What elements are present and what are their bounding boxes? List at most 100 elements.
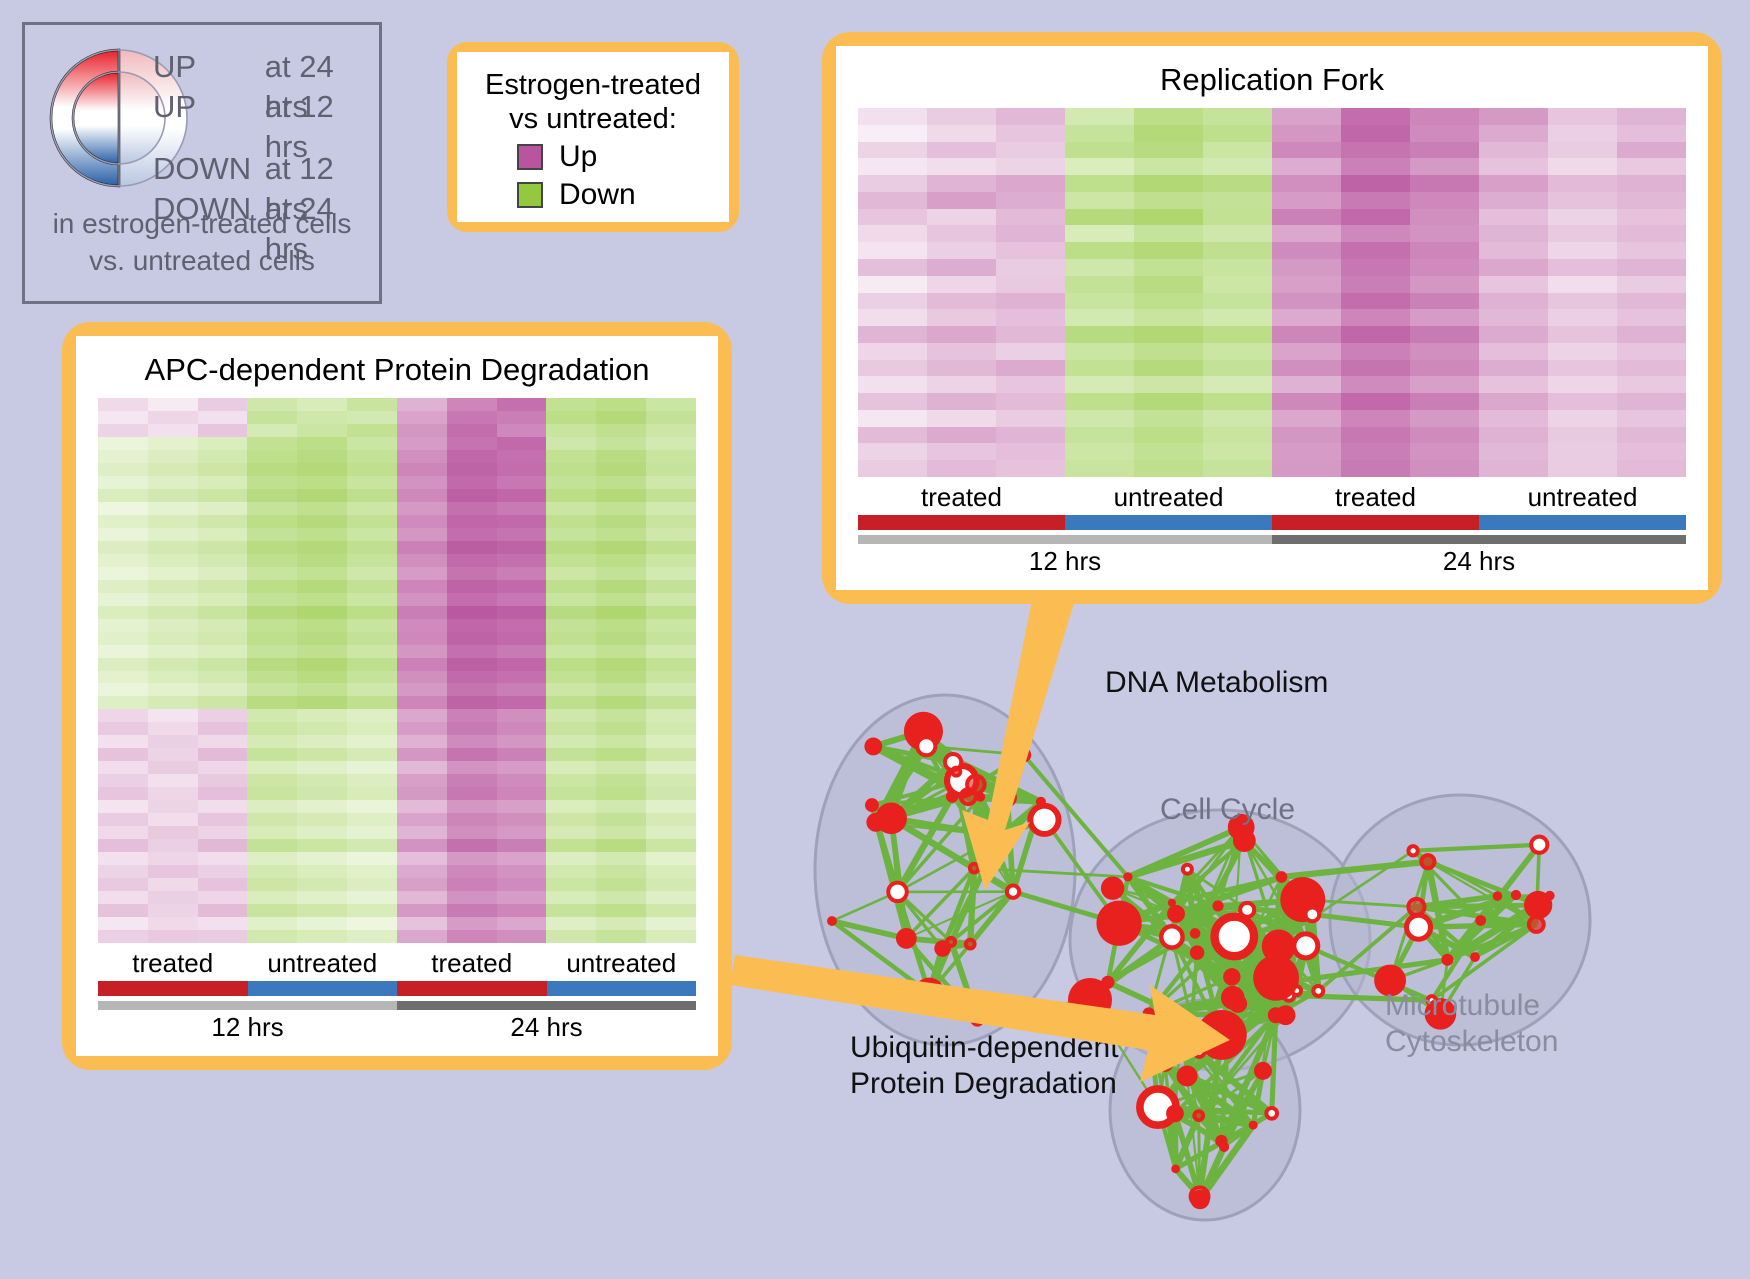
network-node[interactable] xyxy=(1015,747,1032,763)
network-node[interactable] xyxy=(913,977,945,1010)
network-node[interactable] xyxy=(827,916,837,926)
network-node[interactable] xyxy=(1027,802,1062,837)
heatmap-cell xyxy=(98,839,148,853)
network-node[interactable] xyxy=(915,735,938,758)
network-node[interactable] xyxy=(895,928,917,949)
heatmap-cell xyxy=(1617,242,1686,259)
network-node[interactable] xyxy=(1374,964,1407,997)
network-node[interactable] xyxy=(1264,1105,1280,1121)
heatmap-cell xyxy=(1479,292,1548,310)
network-node[interactable] xyxy=(1068,978,1112,1022)
network-node[interactable] xyxy=(866,812,886,832)
network-node[interactable] xyxy=(1470,952,1480,962)
heatmap-cell xyxy=(1617,326,1686,343)
network-node[interactable] xyxy=(1210,912,1259,961)
network-node[interactable] xyxy=(1218,1141,1230,1152)
network-node[interactable] xyxy=(1223,968,1241,986)
network-node[interactable] xyxy=(1100,876,1125,900)
network-node[interactable] xyxy=(967,861,981,875)
network-node[interactable] xyxy=(945,790,959,803)
heatmap-cell xyxy=(646,514,696,528)
heatmap-cell xyxy=(147,709,198,723)
network-node[interactable] xyxy=(1261,929,1296,964)
network-node[interactable] xyxy=(997,788,1017,808)
network-node[interactable] xyxy=(934,940,951,957)
network-node[interactable] xyxy=(1275,871,1288,883)
heatmap-cell xyxy=(1548,275,1617,293)
network-node[interactable] xyxy=(1406,844,1420,858)
heatmap-cell xyxy=(1134,275,1203,293)
network-node[interactable] xyxy=(1475,915,1487,926)
heatmap-cell xyxy=(1272,275,1341,293)
network-node[interactable] xyxy=(1232,829,1256,853)
network-node[interactable] xyxy=(1167,904,1185,923)
heatmap-cell xyxy=(496,449,547,463)
network-node[interactable] xyxy=(1248,1120,1258,1130)
network-node[interactable] xyxy=(1524,890,1553,920)
network-node[interactable] xyxy=(1441,953,1454,966)
heatmap-cell xyxy=(646,475,696,489)
network-node[interactable] xyxy=(970,1012,985,1027)
network-node[interactable] xyxy=(1291,931,1321,961)
heatmap-cell xyxy=(347,410,397,424)
network-node[interactable] xyxy=(991,827,1008,845)
network-node[interactable] xyxy=(1212,900,1224,912)
network-node[interactable] xyxy=(1275,1005,1296,1026)
network-node[interactable] xyxy=(1253,1061,1272,1080)
network-node[interactable] xyxy=(1174,1031,1187,1044)
network-node[interactable] xyxy=(963,937,977,951)
network-node[interactable] xyxy=(1142,1007,1156,1020)
network-node[interactable] xyxy=(1220,985,1245,1010)
heatmap-cell xyxy=(927,292,996,310)
network-node[interactable] xyxy=(1159,924,1185,950)
network-node[interactable] xyxy=(1192,1109,1206,1123)
network-node[interactable] xyxy=(1424,998,1457,1030)
network-node[interactable] xyxy=(1189,945,1205,960)
heatmap-cell xyxy=(1410,191,1479,209)
network-node[interactable] xyxy=(1180,862,1194,876)
network-node[interactable] xyxy=(1156,1054,1174,1072)
network-node[interactable] xyxy=(1311,983,1326,998)
network-node[interactable] xyxy=(1403,912,1434,942)
heatmap-cell xyxy=(1134,460,1203,477)
heatmap-cell xyxy=(446,514,497,528)
network-node[interactable] xyxy=(1189,928,1201,939)
heatmap-cell xyxy=(446,540,497,554)
heatmap-cell xyxy=(1203,175,1272,192)
network-node[interactable] xyxy=(1192,1044,1207,1059)
network-node[interactable] xyxy=(1004,883,1022,900)
network-node[interactable] xyxy=(886,880,909,904)
heatmap-cell xyxy=(1479,275,1548,293)
heatmap-cell xyxy=(1410,393,1479,410)
heatmap-cell xyxy=(858,175,927,192)
network-node[interactable] xyxy=(950,765,963,778)
colorwheel-diagram xyxy=(49,43,189,193)
network-node[interactable] xyxy=(1096,900,1142,946)
heatmap-cell xyxy=(98,683,148,697)
heatmap-cell xyxy=(1065,158,1134,176)
network-node[interactable] xyxy=(1492,891,1503,901)
network-node[interactable] xyxy=(1176,1065,1198,1087)
network-node[interactable] xyxy=(865,798,879,813)
network-node[interactable] xyxy=(1171,1164,1180,1174)
network-node[interactable] xyxy=(1253,954,1299,1001)
network-node[interactable] xyxy=(1167,898,1176,907)
heatmap-cell xyxy=(147,436,198,450)
network-node[interactable] xyxy=(1123,872,1133,882)
colorwheel-row-labels: UP at 24 hrs UP at 12 hrs DOWN at 12 hrs… xyxy=(153,47,379,266)
network-node[interactable] xyxy=(965,773,987,796)
heatmap-cell xyxy=(546,410,597,424)
network-node[interactable] xyxy=(1529,834,1550,855)
network-node[interactable] xyxy=(864,737,883,756)
heatmap-cell xyxy=(297,930,348,943)
network-node[interactable] xyxy=(1303,905,1322,924)
network-node[interactable] xyxy=(1510,889,1522,901)
heatmap-cell xyxy=(1410,376,1479,394)
network-node[interactable] xyxy=(1166,1104,1184,1123)
network-node[interactable] xyxy=(1190,1189,1210,1210)
heatmap-cell xyxy=(347,553,397,567)
heatmap-cell xyxy=(396,709,447,723)
network-node[interactable] xyxy=(1406,896,1427,917)
network-node[interactable] xyxy=(1419,853,1437,871)
network-node[interactable] xyxy=(1526,915,1546,934)
